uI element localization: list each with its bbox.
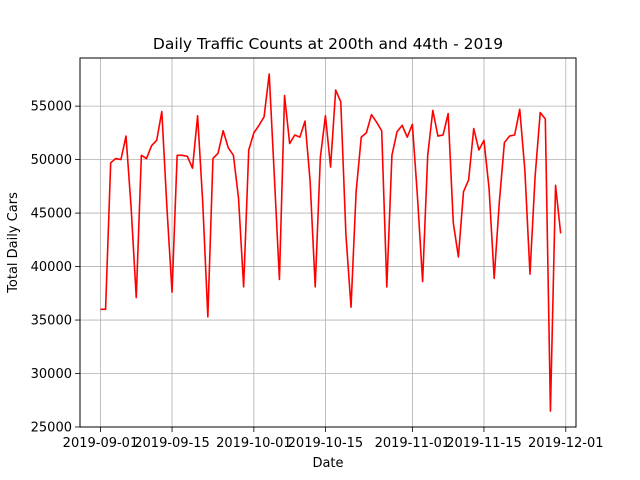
x-tick-label: 2019-09-01 <box>63 436 139 451</box>
y-tick-label: 50000 <box>31 153 72 168</box>
x-tick-label: 2019-11-15 <box>446 436 522 451</box>
plot-frame <box>79 57 577 428</box>
y-tick-label: 30000 <box>31 367 72 382</box>
grid-lines <box>80 58 576 428</box>
x-tick-label: 2019-09-15 <box>134 436 210 451</box>
x-axis-title: Date <box>312 456 343 471</box>
x-tick-label: 2019-11-01 <box>375 436 451 451</box>
y-tick-label: 55000 <box>31 100 72 115</box>
x-tick-label: 2019-10-15 <box>288 436 364 451</box>
chart-title: Daily Traffic Counts at 200th and 44th -… <box>153 35 503 53</box>
y-tick-label: 40000 <box>31 260 72 275</box>
y-tick-label: 25000 <box>31 421 72 436</box>
x-tick-label: 2019-10-01 <box>216 436 292 451</box>
x-tick-label: 2019-12-01 <box>528 436 604 451</box>
y-tick-label: 45000 <box>31 207 72 222</box>
series-line-daily-cars <box>100 73 562 412</box>
y-axis-title: Total Daily Cars <box>6 192 21 294</box>
y-tick-label: 35000 <box>31 314 72 329</box>
